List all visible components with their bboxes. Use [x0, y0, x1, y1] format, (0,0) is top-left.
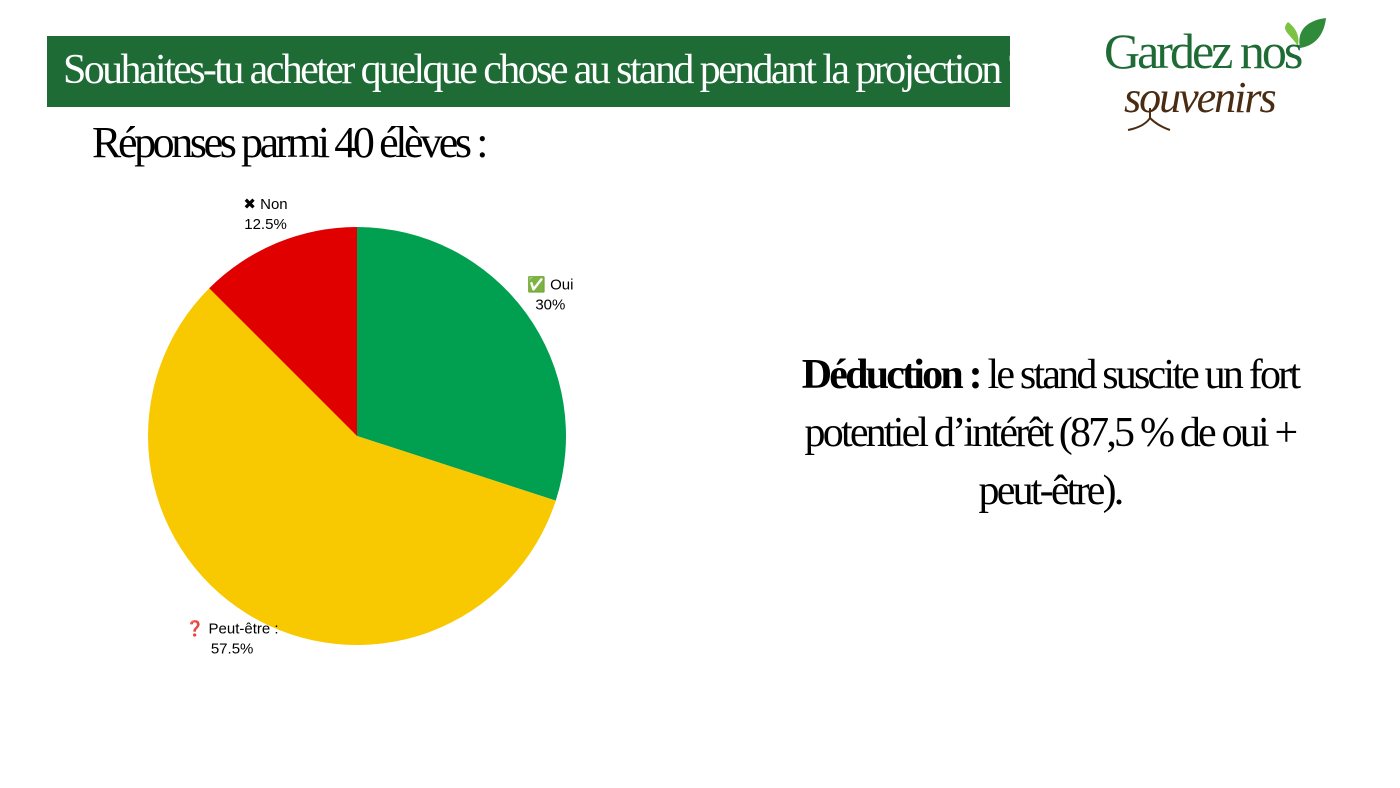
slice-value-label: 30%: [535, 296, 565, 313]
title: Souhaites-tu acheter quelque chose au st…: [63, 47, 1026, 93]
pie-slice: [148, 288, 556, 645]
deduction: Déduction : le stand suscite un fort pot…: [770, 346, 1330, 520]
title-bar: Souhaites-tu acheter quelque chose au st…: [47, 36, 1026, 107]
slice-label: ✖ Non: [243, 196, 287, 213]
slice-value-label: 57.5%: [211, 641, 254, 658]
logo-text: Gardez nos: [1104, 23, 1303, 79]
logo-leaves: [1127, 18, 1326, 131]
logo-text: souvenirs: [1124, 73, 1277, 122]
slice-label: ❓ Peut-être :: [186, 620, 279, 638]
slice-value-label: 12.5%: [244, 216, 287, 233]
pie-slice: [209, 227, 357, 436]
deduction-text: le stand suscite un fort potentiel d’int…: [804, 352, 1301, 514]
subtitle: Réponses parmi 40 élèves :: [92, 118, 488, 167]
slice-label: ✅ Oui: [527, 275, 573, 293]
pie-slice: [357, 227, 566, 501]
deduction-label: Déduction :: [801, 352, 983, 398]
